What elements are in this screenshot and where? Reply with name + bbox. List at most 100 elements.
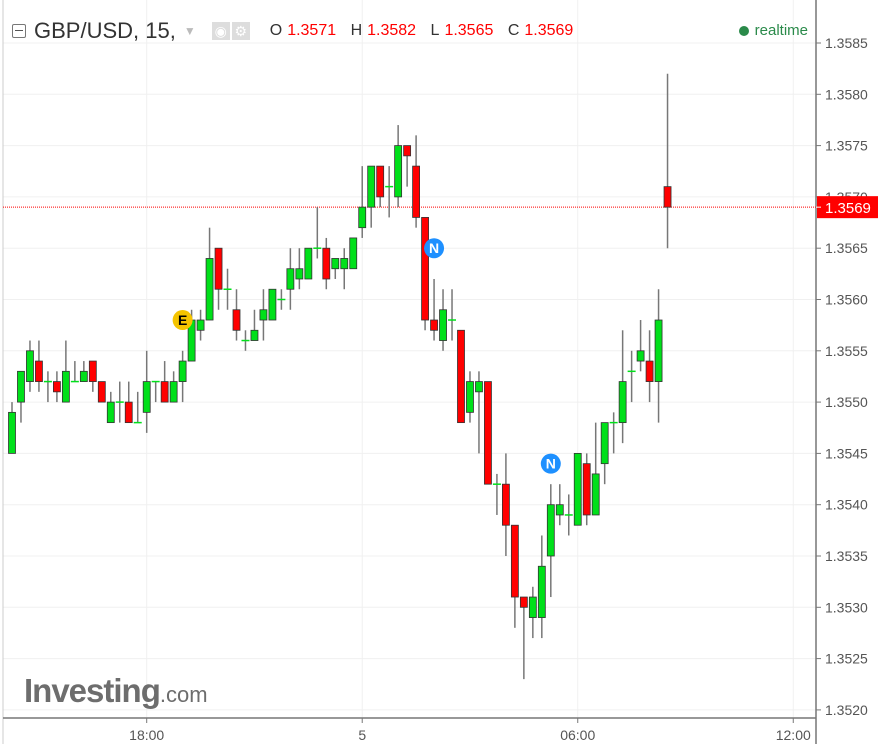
candle-up[interactable]	[475, 381, 483, 393]
collapse-icon[interactable]	[12, 24, 26, 38]
candle-up[interactable]	[106, 401, 115, 424]
y-tick-label: 1.3565	[825, 240, 868, 256]
candle-down[interactable]	[645, 360, 654, 382]
gear-icon[interactable]: ⚙	[231, 22, 250, 40]
candle-up[interactable]	[17, 370, 25, 403]
candle-up[interactable]	[196, 319, 205, 331]
candle-down[interactable]	[97, 381, 106, 403]
realtime-status: realtime	[738, 22, 808, 39]
candle-up[interactable]	[439, 309, 447, 341]
candle-up[interactable]	[394, 145, 403, 198]
candle-up[interactable]	[636, 350, 645, 362]
candle-down[interactable]	[160, 381, 169, 403]
candle-up[interactable]	[367, 165, 376, 208]
candle-down[interactable]	[510, 524, 519, 598]
candle-up[interactable]	[537, 565, 546, 618]
status-dot-icon	[738, 25, 749, 36]
event-marker-n[interactable]	[424, 238, 445, 259]
investing-logo: Investing.com	[24, 672, 208, 710]
close-value: 1.3569	[524, 22, 574, 39]
candle-down[interactable]	[457, 329, 465, 424]
candle-up[interactable]	[573, 452, 582, 526]
candle-down[interactable]	[484, 381, 492, 485]
candle-down[interactable]	[412, 165, 421, 218]
symbol-title[interactable]: GBP/USD, 15,	[34, 18, 176, 43]
candle-down[interactable]	[124, 401, 133, 424]
ohlc-readout: O 1.3571 H 1.3582 L 1.3565 C 1.3569	[270, 22, 584, 40]
candle-up[interactable]	[259, 309, 268, 321]
y-tick-label: 1.3545	[825, 445, 868, 461]
status-text: realtime	[754, 22, 808, 39]
y-tick-label: 1.3575	[825, 138, 868, 154]
high-label: H	[350, 22, 363, 39]
candle-up[interactable]	[295, 268, 304, 280]
y-tick-label: 1.3530	[825, 599, 868, 615]
x-tick-label: 06:00	[560, 727, 595, 743]
open-label: O	[269, 22, 283, 39]
candle-up[interactable]	[528, 596, 537, 618]
y-tick-label: 1.3540	[825, 497, 868, 513]
candle-down[interactable]	[35, 360, 43, 382]
candle-down[interactable]	[214, 247, 223, 290]
candle-up[interactable]	[591, 473, 600, 516]
y-tick-label: 1.3560	[825, 292, 868, 308]
chevron-down-icon[interactable]: ▼	[183, 24, 196, 38]
x-tick-label: 12:00	[776, 727, 811, 743]
candle-down[interactable]	[430, 319, 438, 331]
event-marker-label: N	[546, 456, 556, 472]
candle-down[interactable]	[403, 145, 412, 157]
candle-up[interactable]	[8, 411, 16, 454]
open-value: 1.3571	[287, 22, 337, 39]
candle-up[interactable]	[79, 370, 88, 382]
event-marker-label: N	[429, 240, 439, 256]
x-tick-label: 18:00	[129, 727, 164, 743]
candle-up[interactable]	[169, 381, 178, 403]
candle-up[interactable]	[304, 247, 313, 280]
candle-up[interactable]	[358, 206, 367, 229]
candle-down[interactable]	[519, 596, 528, 608]
y-tick-label: 1.3555	[825, 343, 868, 359]
event-marker-e[interactable]	[172, 310, 193, 331]
y-tick-label: 1.3520	[825, 702, 868, 718]
candle-down[interactable]	[322, 247, 331, 280]
candle-up[interactable]	[26, 350, 34, 382]
event-marker-n[interactable]	[540, 453, 561, 474]
y-tick-label: 1.3585	[825, 35, 868, 51]
candle-down[interactable]	[501, 483, 510, 526]
candle-up[interactable]	[286, 268, 295, 290]
y-tick-label: 1.3550	[825, 394, 868, 410]
eye-icon[interactable]: ◉	[211, 22, 230, 40]
candle-down[interactable]	[88, 360, 97, 382]
candle-up[interactable]	[205, 258, 214, 321]
candle-down[interactable]	[582, 463, 591, 516]
candle-up[interactable]	[340, 258, 349, 270]
candle-up[interactable]	[250, 329, 259, 341]
candle-up[interactable]	[142, 381, 151, 413]
y-tick-label: 1.3535	[825, 548, 868, 564]
high-value: 1.3582	[367, 22, 417, 39]
candle-down[interactable]	[232, 309, 241, 331]
candle-down[interactable]	[421, 217, 429, 321]
candle-down[interactable]	[663, 186, 672, 208]
candle-up[interactable]	[268, 288, 277, 321]
candle-down[interactable]	[376, 165, 385, 198]
y-tick-label: 1.3525	[825, 651, 868, 667]
candle-up[interactable]	[331, 258, 340, 270]
x-tick-label: 5	[358, 727, 366, 743]
candle-up[interactable]	[654, 319, 663, 382]
candle-up[interactable]	[61, 370, 70, 403]
candle-up[interactable]	[600, 422, 609, 465]
close-label: C	[507, 22, 520, 39]
candle-up[interactable]	[618, 381, 627, 424]
chart-header: GBP/USD, 15, ▼ ◉ ⚙ O 1.3571 H 1.3582 L 1.35…	[12, 18, 583, 44]
plot-area[interactable]	[3, 0, 816, 718]
candle-down[interactable]	[53, 381, 61, 393]
candle-up[interactable]	[555, 504, 564, 516]
candle-up[interactable]	[466, 381, 474, 413]
candle-up[interactable]	[349, 237, 358, 270]
logo-suffix: .com	[159, 682, 208, 707]
candle-up[interactable]	[178, 360, 187, 382]
candle-up[interactable]	[546, 504, 555, 557]
event-marker-label: E	[178, 312, 187, 328]
